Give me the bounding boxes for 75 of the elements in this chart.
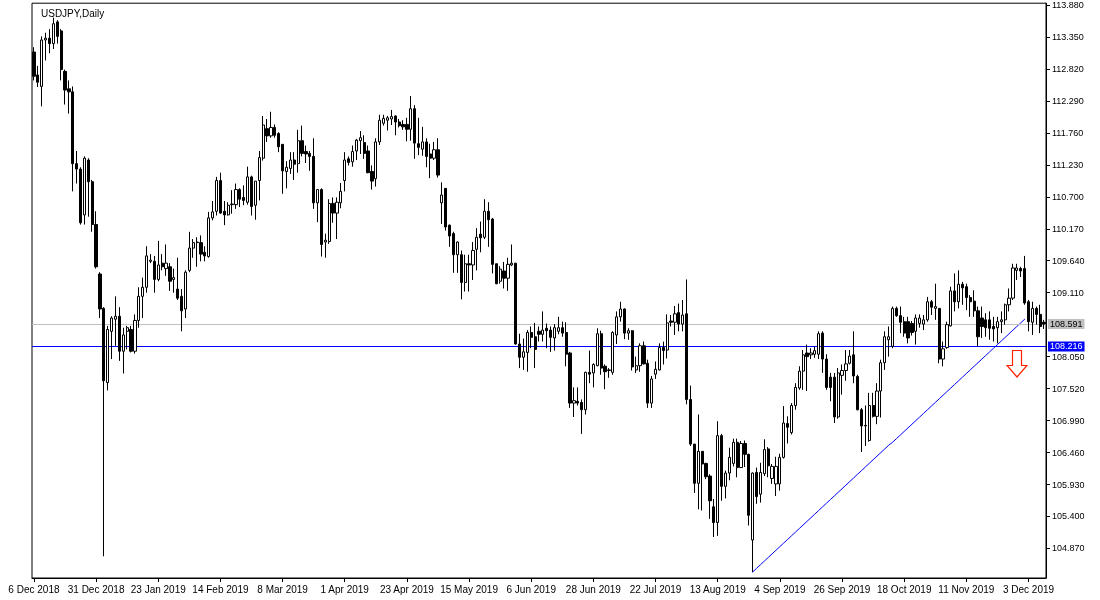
x-tick-label: 23 Apr 2019 [379,583,435,595]
candlestick [238,187,241,208]
candlestick [499,265,502,285]
x-tick-label: 23 Jan 2019 [130,583,187,595]
x-tick-label: 22 Jul 2019 [629,583,682,595]
candlestick [677,303,680,332]
x-tick-label: 8 Mar 2019 [257,583,309,595]
candlestick [1031,301,1034,336]
candlestick [234,183,238,210]
candlestick [188,231,191,273]
ref-line-label: 108.591 [1050,319,1083,330]
candlestick [394,114,397,136]
candlestick [1039,304,1042,334]
candlestick [802,349,805,391]
y-tick-label: 108.050 [1052,351,1085,362]
y-tick-label: 111.230 [1052,159,1084,170]
x-tick-label: 31 Dec 2018 [67,583,125,595]
y-tick-label: 112.290 [1052,95,1084,106]
candlestick [805,344,809,392]
x-tick-label: 11 Nov 2019 [938,583,995,595]
x-tick-label: 13 Aug 2019 [689,583,747,595]
candlestick [549,325,552,353]
candlestick [638,342,642,373]
candlestick [988,310,991,341]
candlestick [196,236,199,268]
candlestick [697,414,700,510]
x-tick-label: 4 Sep 2019 [754,583,806,595]
y-tick-label: 104.870 [1052,543,1085,554]
x-tick-label: 3 Dec 2019 [1002,583,1055,595]
y-tick-label: 105.400 [1052,511,1085,522]
x-tick-label: 6 Jun 2019 [506,583,557,595]
candlestick [906,316,910,344]
candlestick [215,176,218,216]
candlestick [52,17,55,50]
candlestick [673,305,677,336]
candlestick [40,35,43,107]
candlestick [868,392,871,443]
y-tick-label: 113.350 [1052,31,1084,42]
x-tick-label: 1 Apr 2019 [320,583,370,595]
chart-title: USDJPY,Daily [41,7,105,19]
candlestick [526,329,529,373]
candlestick [83,155,86,226]
x-tick-label: 26 Sep 2019 [813,583,871,595]
ref-line-label: 108.216 [1050,341,1083,352]
candlestick [774,456,778,497]
candlestick [436,137,440,178]
candlestick [534,322,537,369]
candlestick [343,151,346,192]
candlestick [914,313,917,346]
candlestick [736,438,739,478]
candlestick [269,111,273,139]
y-tick-label: 111.760 [1052,127,1084,138]
y-tick-label: 106.460 [1052,447,1085,458]
y-tick-label: 110.170 [1052,223,1084,234]
candlestick [320,187,323,258]
candlestick [716,420,719,537]
y-tick-label: 109.640 [1052,255,1085,266]
x-tick-label: 14 Feb 2019 [192,583,249,595]
candlestick [957,269,960,309]
x-tick-label: 15 May 2019 [440,583,499,595]
candlestick [833,372,836,424]
y-tick-label: 113.880 [1052,0,1084,10]
y-tick-label: 109.110 [1052,287,1084,298]
candlestick [631,329,634,372]
candlestick [899,306,902,334]
x-tick-label: 6 Dec 2018 [8,583,60,595]
y-tick-label: 112.820 [1052,63,1084,74]
y-tick-label: 110.700 [1052,191,1084,202]
y-tick-label: 105.930 [1052,479,1085,490]
y-tick-label: 107.520 [1052,383,1085,394]
y-tick-label: 106.990 [1052,415,1085,426]
candlestick [502,261,506,289]
x-tick-label: 18 Oct 2019 [876,583,932,595]
x-tick-label: 28 Jun 2019 [565,583,622,595]
candlestick [837,367,840,420]
